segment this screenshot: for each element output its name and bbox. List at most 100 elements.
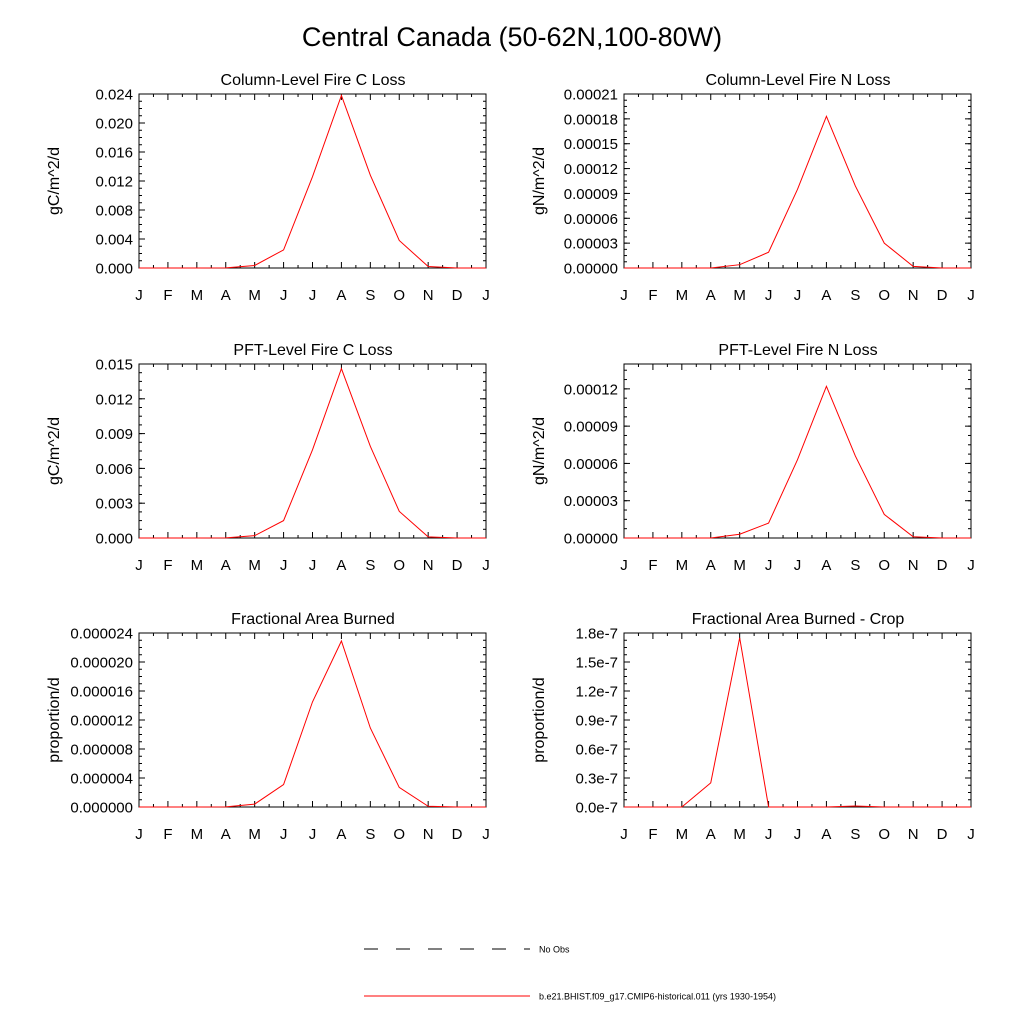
y-tick-label: 0.00015: [564, 136, 618, 153]
legend-label: No Obs: [539, 945, 570, 955]
y-tick-label: 0.000012: [70, 713, 133, 730]
plot-frame: [623, 632, 972, 808]
x-tick-label: F: [163, 287, 172, 304]
y-tick-label: 0.000000: [70, 800, 133, 817]
y-tick-label: 0.000004: [70, 771, 133, 788]
y-tick-label: 0.024: [95, 87, 133, 104]
x-tick-label: N: [423, 826, 434, 843]
y-tick-label: 0.6e-7: [575, 742, 618, 759]
x-tick-label: A: [221, 557, 231, 574]
panel-title: PFT-Level Fire C Loss: [233, 342, 392, 359]
y-tick-label: 0.00003: [564, 493, 618, 510]
y-axis-label: gC/m^2/d: [46, 417, 63, 485]
y-tick-label: 0.00000: [564, 531, 618, 548]
x-tick-label: D: [452, 287, 463, 304]
series-line: [624, 637, 971, 808]
y-tick-label: 0.012: [95, 391, 133, 408]
x-tick-label: M: [248, 826, 261, 843]
y-tick-label: 1.5e-7: [575, 655, 618, 672]
x-tick-label: S: [850, 557, 860, 574]
x-tick-label: F: [163, 826, 172, 843]
x-tick-label: O: [393, 826, 405, 843]
x-tick-label: O: [878, 287, 890, 304]
series-line: [139, 367, 486, 539]
x-tick-label: A: [821, 287, 831, 304]
y-tick-label: 0.000: [95, 531, 133, 548]
y-axis-label: gN/m^2/d: [531, 147, 548, 215]
x-tick-label: J: [135, 826, 143, 843]
y-tick-label: 1.2e-7: [575, 684, 618, 701]
y-tick-label: 0.000024: [70, 626, 133, 643]
x-tick-label: D: [937, 826, 948, 843]
series-line: [624, 115, 971, 269]
y-tick-label: 0.000020: [70, 655, 133, 672]
y-tick-label: 0.000008: [70, 742, 133, 759]
x-tick-label: J: [135, 557, 143, 574]
x-tick-label: S: [365, 826, 375, 843]
x-tick-label: J: [309, 826, 317, 843]
y-tick-label: 0.000: [95, 261, 133, 278]
x-tick-label: J: [765, 557, 773, 574]
x-tick-label: M: [676, 557, 689, 574]
x-tick-label: J: [280, 557, 288, 574]
y-tick-label: 0.00009: [564, 419, 618, 436]
legend-label: b.e21.BHIST.f09_g17.CMIP6-historical.011…: [539, 992, 776, 1002]
x-tick-label: J: [309, 557, 317, 574]
y-tick-label: 0.000016: [70, 684, 133, 701]
y-tick-label: 0.00006: [564, 456, 618, 473]
x-tick-label: O: [878, 826, 890, 843]
y-tick-label: 0.016: [95, 145, 133, 162]
x-tick-label: J: [482, 557, 490, 574]
y-tick-label: 0.003: [95, 496, 133, 513]
y-tick-label: 0.020: [95, 116, 133, 133]
x-tick-label: J: [794, 826, 802, 843]
x-tick-label: M: [733, 287, 746, 304]
x-tick-label: M: [733, 557, 746, 574]
y-tick-label: 0.00018: [564, 111, 618, 128]
figure-title: Central Canada (50-62N,100-80W): [301, 22, 723, 52]
x-tick-label: J: [765, 287, 773, 304]
legend: No Obs b.e21.BHIST.f09_g17.CMIP6-historic…: [364, 945, 776, 1002]
x-tick-label: A: [821, 826, 831, 843]
panel-title: Column-Level Fire N Loss: [706, 72, 891, 89]
x-tick-label: M: [733, 826, 746, 843]
x-tick-label: A: [706, 287, 716, 304]
y-axis-label: proportion/d: [531, 677, 548, 762]
x-tick-label: M: [191, 826, 204, 843]
x-tick-label: N: [908, 826, 919, 843]
x-tick-label: J: [309, 287, 317, 304]
x-tick-label: J: [765, 826, 773, 843]
x-tick-label: O: [393, 287, 405, 304]
x-tick-label: J: [794, 287, 802, 304]
plot-frame: [623, 93, 972, 269]
y-tick-label: 0.006: [95, 461, 133, 478]
x-tick-label: S: [850, 287, 860, 304]
y-tick-label: 0.008: [95, 203, 133, 220]
x-tick-label: A: [821, 557, 831, 574]
x-tick-label: N: [423, 557, 434, 574]
x-tick-label: F: [648, 826, 657, 843]
x-tick-label: M: [191, 287, 204, 304]
x-tick-label: A: [221, 287, 231, 304]
x-tick-label: M: [248, 287, 261, 304]
x-tick-label: J: [135, 287, 143, 304]
y-tick-label: 0.00006: [564, 211, 618, 228]
x-tick-label: M: [191, 557, 204, 574]
y-tick-label: 0.009: [95, 426, 133, 443]
series-line: [139, 93, 486, 269]
y-axis-label: gN/m^2/d: [531, 417, 548, 485]
y-tick-label: 1.8e-7: [575, 626, 618, 643]
x-tick-label: A: [336, 287, 346, 304]
x-tick-label: S: [365, 287, 375, 304]
x-tick-label: D: [937, 287, 948, 304]
x-tick-label: O: [393, 557, 405, 574]
panel-title: Fractional Area Burned: [231, 611, 395, 628]
x-tick-label: J: [280, 287, 288, 304]
y-tick-label: 0.3e-7: [575, 771, 618, 788]
plot-frame: [138, 93, 487, 269]
y-tick-label: 0.015: [95, 357, 133, 374]
plot-frame: [623, 363, 972, 539]
y-tick-label: 0.012: [95, 174, 133, 191]
